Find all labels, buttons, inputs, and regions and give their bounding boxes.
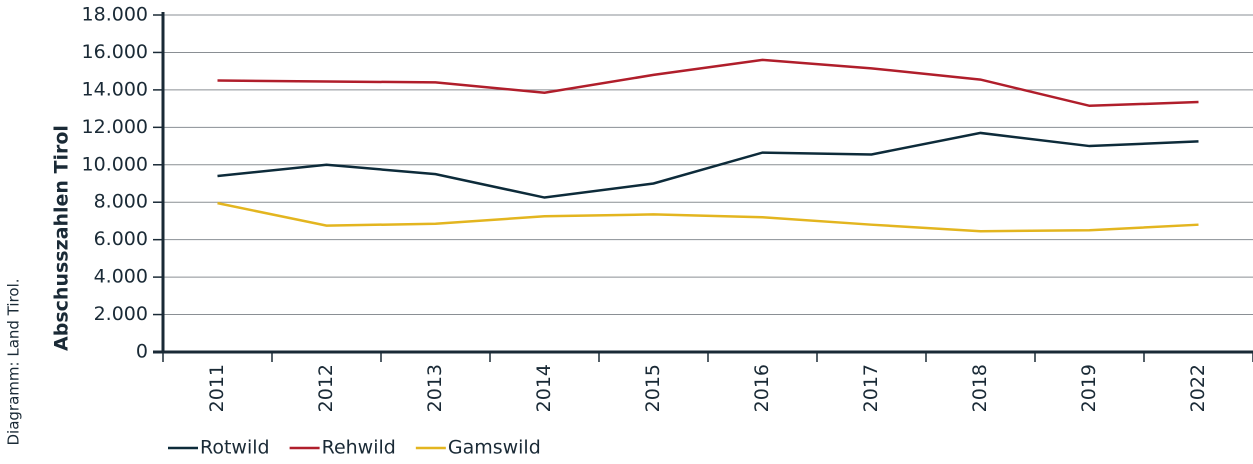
x-tick-label: 2011 (206, 364, 228, 412)
legend-label: Rehwild (322, 437, 396, 459)
y-axis-label: Abschusszahlen Tirol (51, 125, 73, 351)
x-tick-label: 2014 (533, 364, 555, 412)
source-note: Diagramm: Land Tirol. (5, 279, 23, 446)
x-tick-label: 2013 (424, 364, 446, 412)
legend-label: Rotwild (200, 437, 270, 459)
y-tick-label: 16.000 (82, 41, 148, 63)
x-tick-label: 2015 (642, 364, 664, 412)
x-tick-label: 2016 (751, 364, 773, 412)
y-tick-label: 4.000 (94, 266, 148, 288)
y-tick-label: 6.000 (94, 228, 148, 250)
y-tick-label: 8.000 (94, 191, 148, 213)
y-tick-label: 10.000 (82, 153, 148, 175)
y-tick-label: 14.000 (82, 78, 148, 100)
line-series (217, 201, 1199, 233)
y-tick-label: 2.000 (94, 303, 148, 325)
y-tick-label: 18.000 (82, 4, 148, 26)
x-tick-label: 2018 (969, 364, 991, 412)
x-tick-label: 2012 (315, 364, 337, 412)
x-tick-label: 2019 (1078, 364, 1100, 412)
y-tick-label: 0 (136, 341, 148, 363)
y-tick-label: 12.000 (82, 116, 148, 138)
line-series (217, 131, 1199, 199)
x-tick-label: 2017 (860, 364, 882, 412)
x-tick-label: 2022 (1187, 364, 1209, 412)
legend-label: Gamswild (448, 437, 541, 459)
line-series (217, 58, 1199, 108)
